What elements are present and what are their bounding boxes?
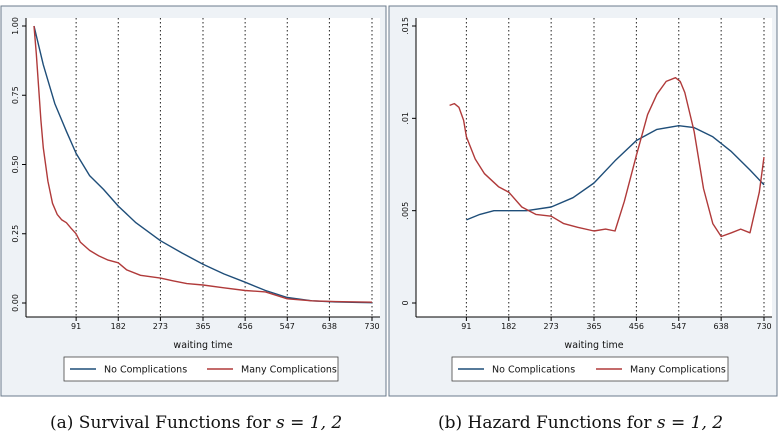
caption-b-math: s = 1, 2 xyxy=(656,413,724,433)
y-tick-label: 0.50 xyxy=(11,156,20,174)
hazard-chart: 91 182 273 365 456 547 638 730 waiting time 0 .005… xyxy=(388,5,778,397)
x-tick-label: 273 xyxy=(544,322,559,331)
x-tick-label: 730 xyxy=(364,322,379,331)
x-tick-label: 456 xyxy=(237,322,252,331)
caption-b: (b) Hazard Functions for s = 1, 2 xyxy=(438,413,723,433)
x-tick-label: 182 xyxy=(501,322,516,331)
legend-label-no-complications: No Complications xyxy=(104,365,187,376)
x-tick-label: 91 xyxy=(71,322,81,331)
survival-chart: 91 182 273 365 456 547 638 730 waiting time 0.00 0… xyxy=(0,5,387,397)
y-tick-label: 0.00 xyxy=(11,294,20,312)
x-tick-label: 638 xyxy=(714,322,729,331)
x-tick-label: 730 xyxy=(756,322,771,331)
legend-label-many-complications: Many Complications xyxy=(630,365,726,376)
legend: No Complications Many Complications xyxy=(451,356,729,382)
y-tick-label: 0.75 xyxy=(11,86,20,104)
y-tick-label: 1.00 xyxy=(11,17,20,35)
legend-label-no-complications: No Complications xyxy=(492,365,575,376)
series-many-complications xyxy=(449,76,765,238)
series-many-complications xyxy=(33,25,373,303)
y-tick-label: .015 xyxy=(401,17,410,35)
x-tick-label: 182 xyxy=(111,322,126,331)
legend: No Complications Many Complications xyxy=(63,356,339,382)
legend-box xyxy=(63,356,339,382)
x-axis-label: waiting time xyxy=(564,340,623,351)
x-tick-label: 273 xyxy=(153,322,168,331)
y-tick-label: .01 xyxy=(401,112,410,125)
caption-b-text: (b) Hazard Functions for xyxy=(438,413,652,433)
y-tick-label: 0.25 xyxy=(11,225,20,243)
x-tick-label: 547 xyxy=(671,322,686,331)
y-tick-label: 0 xyxy=(401,300,410,305)
x-tick-label: 547 xyxy=(280,322,295,331)
x-tick-label: 456 xyxy=(629,322,644,331)
caption-a-text: (a) Survival Functions for xyxy=(50,413,271,433)
x-axis-label: waiting time xyxy=(173,340,232,351)
series-no-complications xyxy=(466,124,765,221)
x-tick-label: 91 xyxy=(461,322,471,331)
caption-a: (a) Survival Functions for s = 1, 2 xyxy=(50,413,342,433)
caption-a-math: s = 1, 2 xyxy=(276,413,343,433)
y-tick-label: .005 xyxy=(401,202,410,220)
x-tick-label: 365 xyxy=(586,322,601,331)
legend-box xyxy=(451,356,729,382)
legend-label-many-complications: Many Complications xyxy=(241,365,337,376)
x-tick-label: 638 xyxy=(322,322,337,331)
x-tick-label: 365 xyxy=(195,322,210,331)
